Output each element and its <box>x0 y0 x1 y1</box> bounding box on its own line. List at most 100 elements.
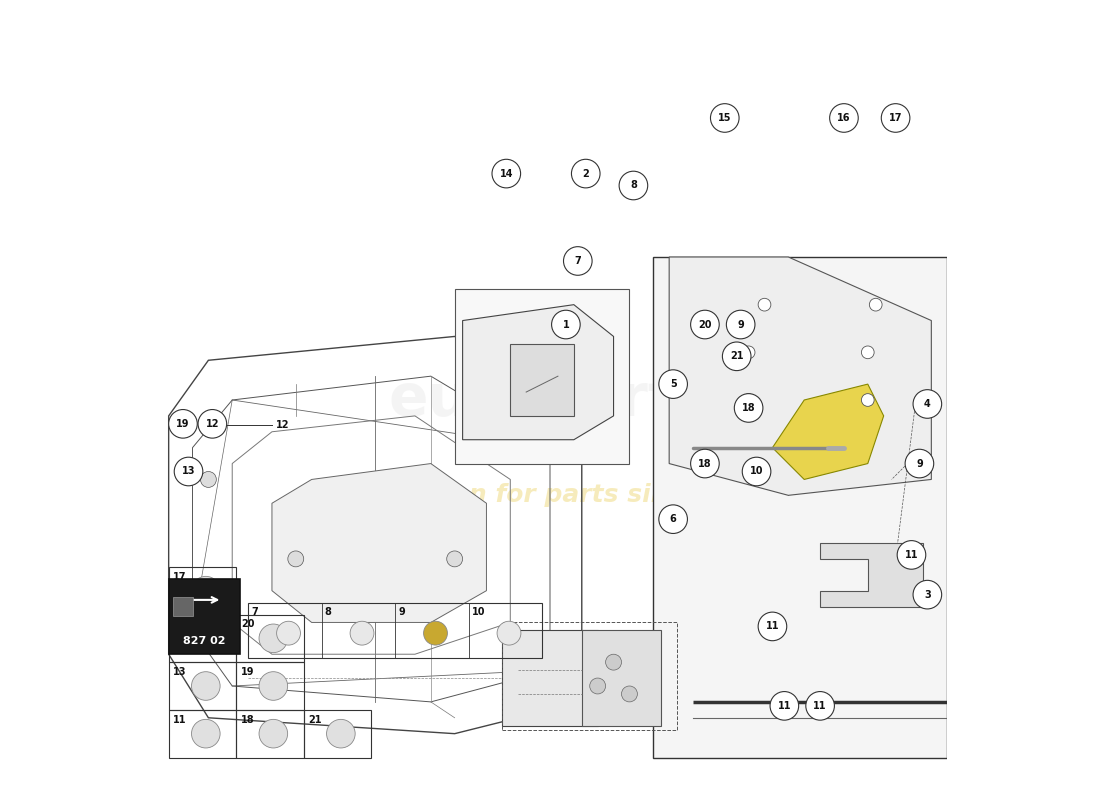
Bar <box>168 567 236 614</box>
Polygon shape <box>821 543 923 606</box>
Text: 11: 11 <box>766 622 779 631</box>
Text: 16: 16 <box>837 113 850 123</box>
Circle shape <box>191 576 220 605</box>
Text: 13: 13 <box>174 667 187 677</box>
Circle shape <box>659 370 688 398</box>
Bar <box>582 630 661 726</box>
Circle shape <box>726 310 755 339</box>
Circle shape <box>905 450 934 478</box>
Text: 19: 19 <box>241 667 254 677</box>
Circle shape <box>497 622 521 645</box>
Polygon shape <box>669 257 932 495</box>
Circle shape <box>551 310 580 339</box>
Text: 1: 1 <box>562 319 570 330</box>
Circle shape <box>742 346 755 358</box>
Bar <box>168 578 240 654</box>
Circle shape <box>621 686 637 702</box>
Circle shape <box>198 410 227 438</box>
Text: 18: 18 <box>741 403 756 413</box>
Circle shape <box>191 624 220 653</box>
Polygon shape <box>463 305 614 440</box>
Text: 12: 12 <box>206 419 219 429</box>
Circle shape <box>619 171 648 200</box>
Circle shape <box>327 719 355 748</box>
Circle shape <box>711 104 739 132</box>
Text: 6: 6 <box>670 514 676 524</box>
Text: 14: 14 <box>499 169 513 178</box>
Bar <box>503 622 678 730</box>
Text: 8: 8 <box>630 181 637 190</box>
Circle shape <box>869 298 882 311</box>
Circle shape <box>723 342 751 370</box>
Bar <box>168 662 236 710</box>
Text: 12: 12 <box>276 421 289 430</box>
Circle shape <box>913 580 942 609</box>
Bar <box>249 602 542 658</box>
Text: 21: 21 <box>730 351 744 362</box>
Circle shape <box>447 551 463 567</box>
Circle shape <box>200 471 217 487</box>
Text: 8: 8 <box>324 606 332 617</box>
Circle shape <box>881 104 910 132</box>
Circle shape <box>191 672 220 700</box>
Text: 15: 15 <box>718 113 732 123</box>
Text: 13: 13 <box>182 466 196 477</box>
Text: 7: 7 <box>251 606 258 617</box>
Text: 17: 17 <box>889 113 902 123</box>
Circle shape <box>742 457 771 486</box>
Text: 827 02: 827 02 <box>184 636 226 646</box>
Circle shape <box>258 719 287 748</box>
Bar <box>653 257 947 758</box>
Text: 11: 11 <box>174 714 187 725</box>
Text: a passion for parts since 1999: a passion for parts since 1999 <box>353 483 779 507</box>
Circle shape <box>691 310 719 339</box>
Circle shape <box>572 159 601 188</box>
Text: 10: 10 <box>750 466 763 477</box>
Bar <box>510 344 574 416</box>
Circle shape <box>191 719 220 748</box>
Text: 11: 11 <box>778 701 791 711</box>
Text: 7: 7 <box>574 256 581 266</box>
Circle shape <box>735 394 763 422</box>
Circle shape <box>606 654 621 670</box>
Text: 2: 2 <box>582 169 590 178</box>
Circle shape <box>913 390 942 418</box>
Text: 9: 9 <box>737 319 744 330</box>
Bar <box>304 710 372 758</box>
Circle shape <box>861 394 875 406</box>
Circle shape <box>758 612 786 641</box>
Text: 16: 16 <box>174 619 187 630</box>
Text: 10: 10 <box>472 606 485 617</box>
Circle shape <box>758 298 771 311</box>
Circle shape <box>829 104 858 132</box>
Text: 9: 9 <box>916 458 923 469</box>
Text: 19: 19 <box>176 419 189 429</box>
Polygon shape <box>772 384 883 479</box>
Circle shape <box>742 394 755 406</box>
Circle shape <box>806 691 835 720</box>
Text: europarts: europarts <box>388 371 712 429</box>
Polygon shape <box>272 463 486 622</box>
Bar <box>236 662 304 710</box>
Circle shape <box>168 410 197 438</box>
Circle shape <box>276 622 300 645</box>
Circle shape <box>659 505 688 534</box>
Text: 17: 17 <box>174 571 187 582</box>
Text: 5: 5 <box>670 379 676 389</box>
Text: 18: 18 <box>241 714 254 725</box>
Bar <box>168 614 236 662</box>
Bar <box>503 630 597 726</box>
Bar <box>236 710 304 758</box>
Bar <box>454 289 629 463</box>
Circle shape <box>258 624 287 653</box>
Text: 9: 9 <box>398 606 405 617</box>
Circle shape <box>770 691 799 720</box>
Circle shape <box>258 672 287 700</box>
Text: 3: 3 <box>924 590 931 600</box>
Text: 4: 4 <box>924 399 931 409</box>
Circle shape <box>898 541 926 570</box>
Circle shape <box>288 551 304 567</box>
Text: 20: 20 <box>698 319 712 330</box>
Bar <box>168 710 236 758</box>
Circle shape <box>563 246 592 275</box>
